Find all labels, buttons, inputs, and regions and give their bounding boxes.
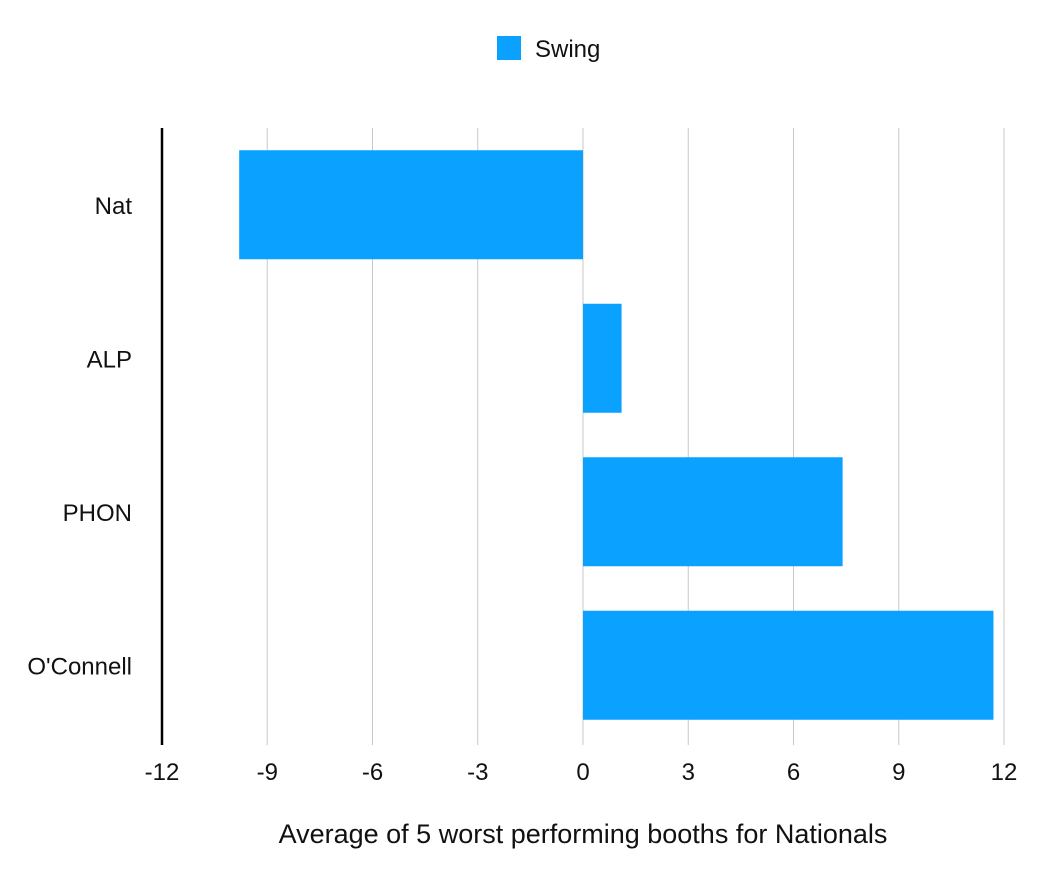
x-tick-label-2: -6 — [362, 759, 383, 786]
x-tick-label-5: 3 — [682, 759, 695, 786]
bar-0 — [239, 150, 583, 260]
x-tick-labels: -12 -9 -6 -3 0 3 6 9 12 — [145, 759, 1018, 786]
legend: Swing — [497, 36, 600, 63]
x-tick-label-3: -3 — [467, 759, 488, 786]
category-label-1: ALP — [87, 346, 132, 373]
x-axis-label: Average of 5 worst performing booths for… — [279, 819, 888, 849]
bar-1 — [583, 303, 622, 413]
category-label-2: PHON — [63, 500, 132, 527]
bar-3 — [583, 610, 994, 720]
x-tick-label-1: -9 — [257, 759, 278, 786]
bars — [239, 150, 994, 720]
x-tick-label-4: 0 — [576, 759, 589, 786]
category-label-3: O'Connell — [27, 653, 132, 680]
legend-label: Swing — [535, 36, 600, 63]
x-tick-label-6: 6 — [787, 759, 800, 786]
x-tick-label-8: 12 — [991, 759, 1018, 786]
x-tick-label-7: 9 — [892, 759, 905, 786]
x-tick-label-0: -12 — [145, 759, 180, 786]
legend-swatch — [497, 36, 521, 60]
y-category-labels: Nat ALP PHON O'Connell — [27, 193, 132, 681]
bar-2 — [583, 457, 843, 567]
category-label-0: Nat — [95, 193, 133, 220]
